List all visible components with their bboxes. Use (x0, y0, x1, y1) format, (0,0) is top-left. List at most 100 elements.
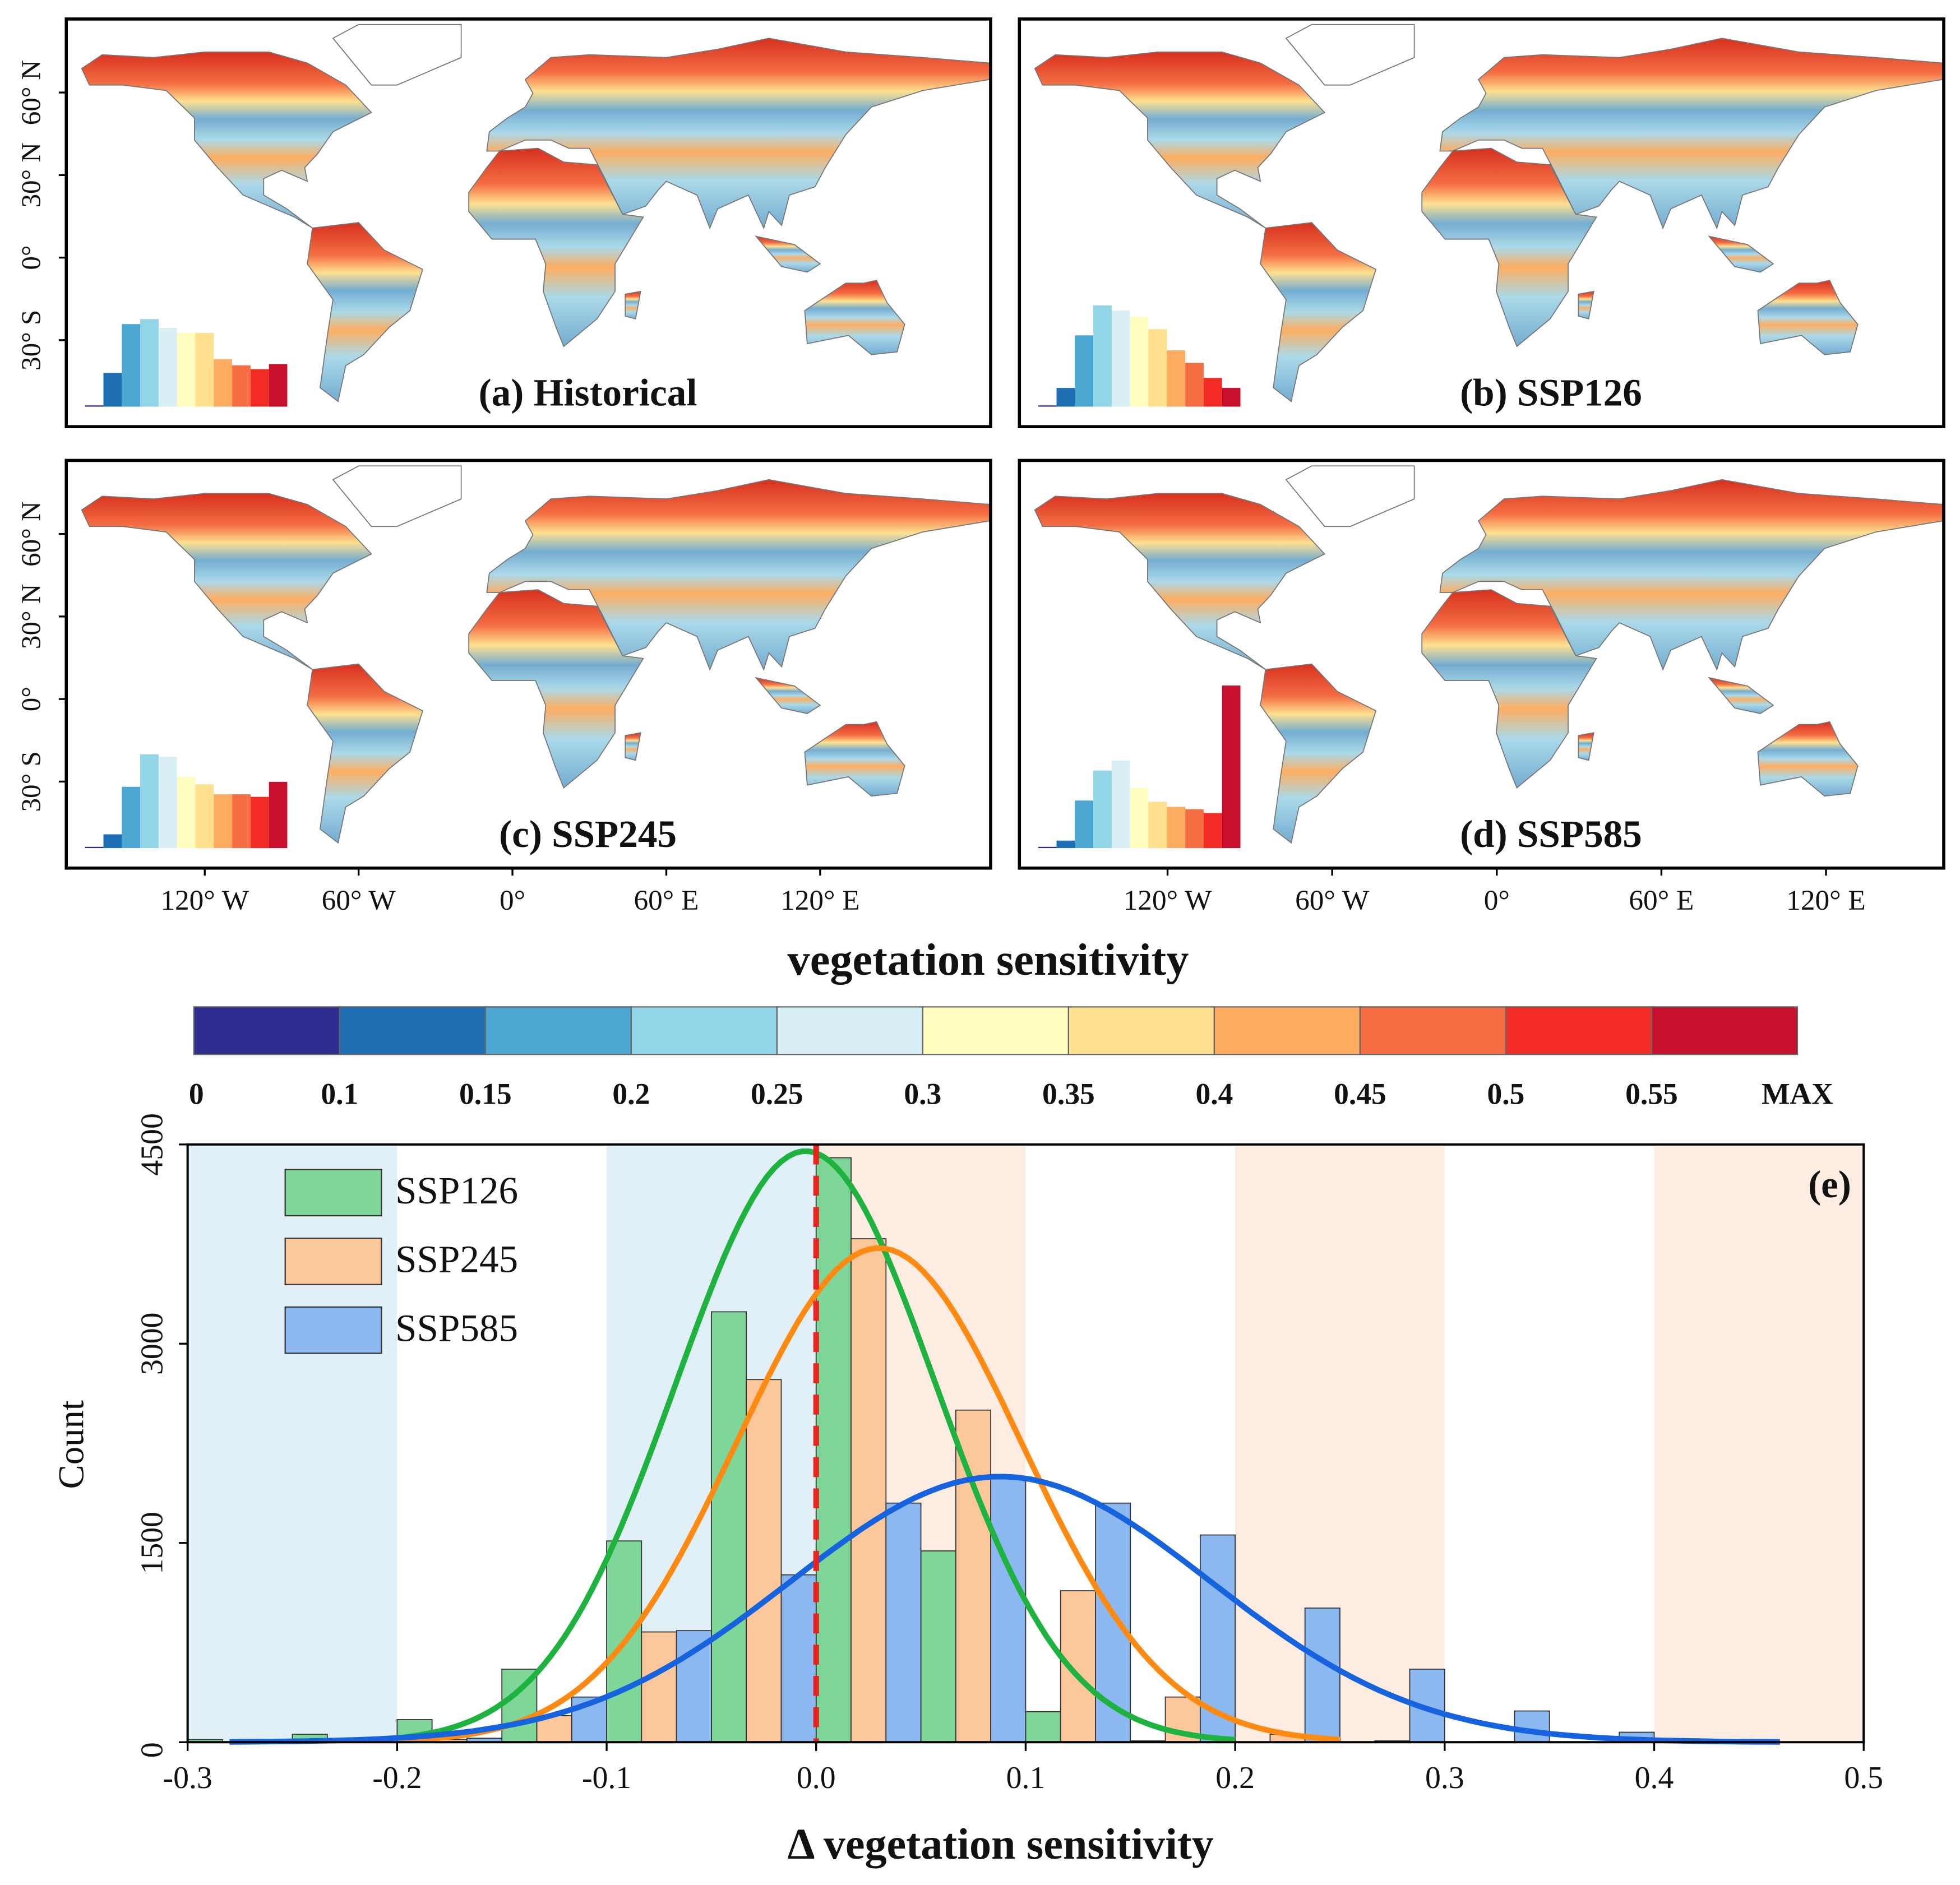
inset-bar (158, 327, 177, 407)
continent (1578, 290, 1594, 320)
lat-label: 60° N (16, 501, 47, 566)
hist-bar (746, 1379, 782, 1743)
lat-label: 30° N (16, 142, 47, 207)
colorbar-swatch (484, 1006, 632, 1055)
colorbar-label: 0.2 (612, 1077, 650, 1110)
inset-bar (232, 794, 251, 849)
legend-label: SSP126 (395, 1169, 518, 1212)
inset-bar (1093, 305, 1112, 407)
panel-frame (64, 17, 992, 428)
lon-label: 60° W (1295, 884, 1370, 916)
y-tick-label: 1500 (135, 1512, 169, 1574)
greenland (332, 465, 462, 527)
continent (468, 147, 644, 348)
inset-bar (1075, 800, 1094, 849)
legend-swatch (284, 1238, 382, 1285)
inset-bar (1148, 329, 1167, 407)
inset-bar (1167, 807, 1186, 849)
lon-label: 120° W (160, 884, 249, 916)
hist-bar (815, 1157, 852, 1743)
x-tick-label: -0.3 (163, 1761, 212, 1795)
inset-bar (1148, 802, 1167, 849)
inset-bar (1130, 788, 1149, 849)
continent (625, 290, 641, 320)
inset-bar (195, 784, 214, 849)
continent (1578, 732, 1594, 761)
inset-bar (195, 332, 214, 407)
lon-label: 60° E (634, 884, 699, 916)
y-tick-label: 4500 (135, 1113, 169, 1176)
continent (1260, 663, 1377, 844)
inset-bar (1038, 405, 1057, 407)
shaded-band (1654, 1144, 1864, 1743)
inset-bar (1075, 335, 1094, 407)
x-tick-label: -0.2 (372, 1761, 422, 1795)
map-panel: (b) SSP126 (1018, 17, 1945, 428)
fit-curve (229, 1474, 1780, 1745)
lat-label: 60° N (16, 60, 47, 125)
inset-bar (1203, 813, 1222, 849)
hist-bar (885, 1502, 922, 1743)
hist-bar (676, 1630, 712, 1743)
lon-label: 0° (1484, 884, 1510, 916)
colorbar-label: 0.3 (904, 1077, 941, 1110)
continent (307, 663, 423, 844)
lon-label: 120° E (1786, 884, 1866, 916)
continent (804, 721, 905, 797)
continent (1034, 493, 1326, 670)
inset-bar (1093, 770, 1112, 849)
lat-label: 30° S (16, 751, 47, 812)
continent (1757, 280, 1859, 355)
continent (468, 589, 644, 789)
colorbar-swatch (339, 1006, 486, 1055)
inset-bar (1038, 846, 1057, 849)
map-panel: (a) Historical 60° N 30° N 0° 30° S (16, 17, 992, 428)
map-land (81, 24, 990, 402)
continent (1439, 479, 1943, 671)
colorbar-label: MAX (1762, 1077, 1833, 1110)
inset-bar (1111, 760, 1130, 849)
lon-label: 60° W (322, 884, 396, 916)
inset-bar (1222, 388, 1241, 407)
legend-swatch (284, 1169, 382, 1217)
lat-label: 30° N (16, 584, 47, 649)
hist-bar (850, 1238, 887, 1743)
continent (755, 235, 821, 273)
inset-bar (1185, 363, 1204, 407)
continent (81, 51, 372, 229)
y-axis-label: Count (51, 1400, 91, 1489)
shaded-band (187, 1144, 397, 1743)
hist-bar (955, 1409, 992, 1743)
hist-bar (641, 1631, 677, 1743)
map-panel: (d) SSP585 120° W 60° W 0° 60° E 120° E (1018, 458, 1945, 916)
inset-bar (250, 369, 269, 407)
colorbar-swatch (1067, 1006, 1215, 1055)
continent (1034, 51, 1326, 229)
panel-title: (d) SSP585 (1460, 812, 1642, 855)
continent (755, 677, 821, 714)
x-tick-label: 0.0 (797, 1761, 836, 1795)
lat-label: 0° (16, 245, 47, 270)
continent (81, 493, 372, 670)
continent (1439, 38, 1943, 230)
panel-title: (c) SSP245 (499, 812, 677, 855)
inset-bar (158, 757, 177, 849)
lon-label: 0° (500, 884, 525, 916)
inset-bar (177, 776, 196, 849)
continent (1421, 589, 1597, 789)
lon-label: 60° E (1629, 884, 1694, 916)
inset-bar (85, 405, 104, 407)
inset-bar (177, 332, 196, 407)
inset-bar (103, 834, 122, 849)
hist-bar (710, 1311, 747, 1743)
continent (486, 38, 990, 230)
map-land (81, 465, 990, 844)
inset-bar (1203, 378, 1222, 407)
colorbar-label: 0.5 (1487, 1077, 1524, 1110)
inset-bar (1222, 686, 1241, 849)
colorbar-swatch (1505, 1006, 1653, 1055)
colorbar-label: 0 (189, 1077, 204, 1110)
hist-bar (1025, 1711, 1061, 1743)
inset-bar (1056, 840, 1075, 849)
